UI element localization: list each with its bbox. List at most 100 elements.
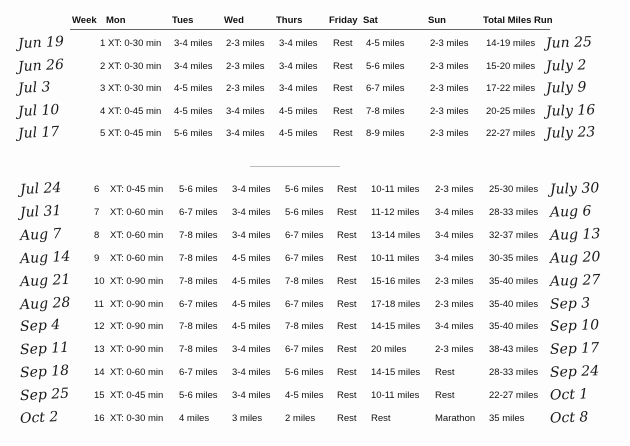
workout-cell: Rest xyxy=(333,38,353,49)
workout-cell: XT: 0-30 min xyxy=(108,83,162,94)
workout-cell: 6-7 miles xyxy=(179,367,218,379)
total-miles: 35-40 miles xyxy=(489,298,539,310)
workout-cell: 2-3 miles xyxy=(430,128,469,139)
workout-cell: 3-4 miles xyxy=(174,60,213,72)
workout-cell: XT: 0-30 min xyxy=(108,38,162,49)
workout-cell: 7-8 miles xyxy=(366,105,405,117)
week-number: 1 xyxy=(100,38,106,49)
total-miles: 17-22 miles xyxy=(486,83,536,94)
workout-cell: 7-8 miles xyxy=(179,275,218,287)
start-date: Jun 26 xyxy=(17,56,65,75)
workout-cell: 10-11 miles xyxy=(371,390,420,402)
header-rule xyxy=(70,29,550,30)
workout-cell: XT: 0-90 min xyxy=(110,275,164,287)
total-miles: 25-30 miles xyxy=(489,184,539,195)
week-number: 7 xyxy=(94,206,100,218)
workout-cell: 3-4 miles xyxy=(232,229,271,241)
start-date: Sep 4 xyxy=(19,317,61,336)
workout-cell: Rest xyxy=(337,321,357,333)
workout-cell: 5-6 miles xyxy=(366,60,405,72)
workout-cell: Rest xyxy=(333,83,353,94)
workout-cell: Rest xyxy=(337,275,357,287)
workout-cell: 7-8 miles xyxy=(179,344,218,356)
start-date: Jul 10 xyxy=(17,101,60,120)
start-date: Jul 24 xyxy=(19,179,62,199)
workout-cell: XT: 0-90 min xyxy=(110,298,164,310)
workout-cell: 2 miles xyxy=(285,413,316,424)
workout-cell: 3-4 miles xyxy=(232,390,271,402)
end-date: Jun 25 xyxy=(545,34,593,52)
workout-cell: 3-4 miles xyxy=(279,83,318,94)
total-miles: 22-27 miles xyxy=(486,128,536,139)
workout-cell: Rest xyxy=(337,184,357,195)
workout-cell: 3-4 miles xyxy=(279,38,318,49)
workout-cell: Rest xyxy=(333,128,353,139)
week-number: 6 xyxy=(94,184,100,195)
end-date: July 23 xyxy=(545,124,596,142)
week-number: 5 xyxy=(100,128,106,139)
workout-cell: 15-16 miles xyxy=(371,275,421,287)
workout-cell: 2-3 miles xyxy=(435,184,474,195)
start-date: Sep 18 xyxy=(19,362,70,382)
total-miles: 35-40 miles xyxy=(489,321,539,333)
workout-cell: 13-14 miles xyxy=(371,229,421,241)
workout-cell: 3-4 miles xyxy=(232,206,271,218)
workout-cell: 5-6 miles xyxy=(285,184,324,195)
week-number: 3 xyxy=(100,83,106,94)
column-header: Total Miles Run xyxy=(483,15,553,26)
week-number: 12 xyxy=(94,321,105,333)
workout-cell: 5-6 miles xyxy=(285,367,324,379)
total-miles: 35 miles xyxy=(489,413,525,424)
column-header: Sat xyxy=(363,15,378,26)
workout-cell: 3-4 miles xyxy=(435,252,474,264)
week-number: 10 xyxy=(94,275,105,287)
workout-cell: 6-7 miles xyxy=(285,344,324,356)
workout-cell: Rest xyxy=(337,413,357,424)
workout-cell: XT: 0-30 min xyxy=(110,413,164,424)
total-miles: 30-35 miles xyxy=(489,252,539,264)
total-miles: 14-19 miles xyxy=(486,38,536,49)
column-header: Sun xyxy=(428,15,446,26)
start-date: Jul 3 xyxy=(17,79,51,97)
end-date: Aug 13 xyxy=(549,225,601,244)
column-header: Tues xyxy=(172,15,194,26)
end-date: Oct 8 xyxy=(549,409,589,427)
week-number: 4 xyxy=(100,105,106,117)
workout-cell: XT: 0-60 min xyxy=(110,229,164,241)
column-header: Thurs xyxy=(276,15,303,26)
workout-cell: 2-3 miles xyxy=(430,60,469,72)
workout-cell: XT: 0-45 min xyxy=(108,105,162,117)
workout-cell: 20 miles xyxy=(371,344,407,356)
workout-cell: 7-8 miles xyxy=(179,229,218,241)
workout-cell: XT: 0-30 min xyxy=(108,60,162,72)
column-header: Wed xyxy=(224,15,244,26)
scan-smudge xyxy=(250,166,340,167)
week-number: 2 xyxy=(100,60,106,72)
workout-cell: 3 miles xyxy=(232,413,263,424)
workout-cell: 7-8 miles xyxy=(179,321,218,333)
total-miles: 35-40 miles xyxy=(489,275,539,287)
workout-cell: 5-6 miles xyxy=(179,390,218,402)
workout-cell: 14-15 miles xyxy=(371,367,421,379)
week-number: 15 xyxy=(94,390,105,402)
workout-cell: 7-8 miles xyxy=(285,321,324,333)
workout-cell: Rest xyxy=(435,367,455,379)
start-date: Jun 19 xyxy=(17,33,65,53)
workout-cell: XT: 0-90 min xyxy=(110,344,164,356)
workout-cell: Rest xyxy=(337,252,357,264)
week-number: 14 xyxy=(94,367,105,379)
total-miles: 28-33 miles xyxy=(489,206,539,218)
start-date: Aug 28 xyxy=(19,294,71,313)
total-miles: 38-43 miles xyxy=(489,344,539,356)
workout-cell: 3-4 miles xyxy=(279,60,318,72)
total-miles: 32-37 miles xyxy=(489,229,539,241)
workout-cell: 4-5 miles xyxy=(279,105,318,117)
workout-cell: Rest xyxy=(371,413,391,424)
workout-cell: XT: 0-45 min xyxy=(108,128,162,139)
end-date: July 2 xyxy=(545,56,587,75)
workout-cell: 3-4 miles xyxy=(232,344,271,356)
end-date: Sep 3 xyxy=(549,294,591,313)
workout-cell: 6-7 miles xyxy=(366,83,405,94)
workout-cell: 2-3 miles xyxy=(430,83,469,94)
